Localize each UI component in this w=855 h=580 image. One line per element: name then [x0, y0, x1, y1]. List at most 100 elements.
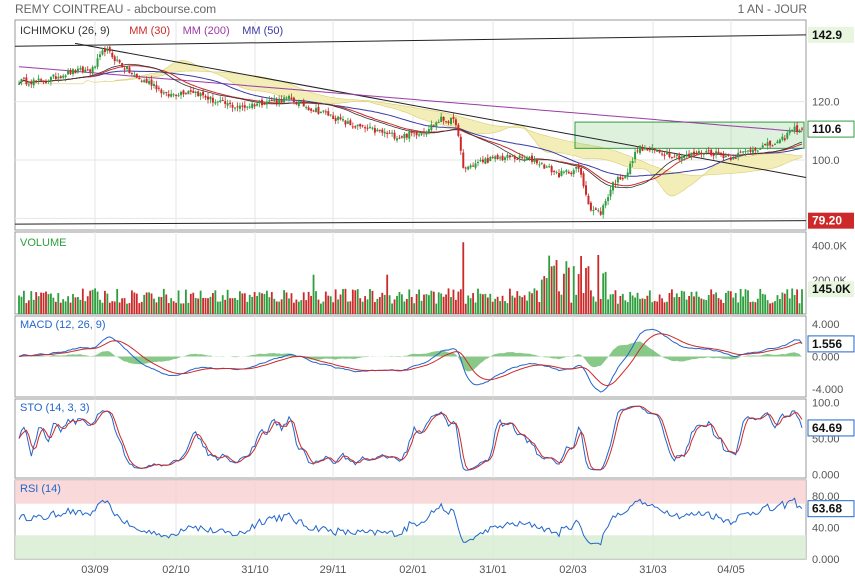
ma200-line	[18, 66, 803, 133]
volume-bar	[511, 295, 514, 314]
volume-bar	[737, 302, 740, 314]
candle-body	[334, 118, 337, 122]
volume-bar	[371, 290, 374, 314]
volume-bar	[540, 279, 543, 314]
volume-bar	[20, 296, 23, 314]
candle-body	[204, 96, 207, 98]
volume-bar	[393, 299, 396, 314]
volume-bar	[413, 303, 416, 314]
candle-body	[405, 133, 408, 138]
candle-body	[226, 103, 229, 106]
candle-body	[425, 131, 428, 135]
highlight-box	[574, 121, 805, 149]
candle-body	[18, 83, 20, 85]
volume-bar	[592, 296, 595, 314]
volume-last-label: 145.0K	[812, 282, 851, 296]
volume-bar	[639, 298, 641, 314]
candle-body	[469, 165, 472, 168]
candle-body	[35, 80, 38, 82]
candle-body	[533, 159, 536, 163]
stoch-last-label: 64.69	[812, 421, 842, 435]
volume-bar	[209, 296, 212, 314]
volume-bar	[194, 297, 197, 314]
volume-bar	[749, 301, 752, 314]
candle-body	[585, 185, 587, 195]
candle-body	[504, 157, 506, 160]
volume-bar	[150, 293, 153, 314]
candle-body	[319, 111, 322, 113]
volume-bar	[170, 298, 173, 314]
candle-body	[594, 208, 597, 210]
candle-body	[599, 211, 602, 215]
volume-bar	[23, 290, 25, 314]
volume-bar	[491, 301, 494, 314]
candle-body	[798, 130, 801, 133]
candle-body	[526, 157, 529, 160]
candle-body	[72, 69, 74, 75]
volume-bar	[383, 294, 386, 314]
candle-body	[361, 125, 364, 127]
candle-body	[496, 155, 499, 160]
rsi-line	[18, 497, 803, 546]
volume-bar	[396, 295, 398, 314]
volume-bar	[656, 301, 659, 314]
volume-bar	[759, 288, 762, 314]
candle-body	[280, 99, 283, 103]
candle-body	[724, 156, 727, 158]
candle-body	[550, 166, 553, 173]
candle-body	[661, 153, 664, 155]
volume-bar	[104, 290, 106, 314]
candle-body	[423, 132, 425, 134]
volume-bar	[226, 289, 229, 314]
candle-body	[45, 81, 47, 83]
volume-bar	[111, 301, 114, 314]
candle-body	[349, 120, 352, 126]
candle-body	[106, 48, 109, 51]
volume-bar	[123, 298, 126, 314]
candle-body	[270, 99, 273, 102]
candle-body	[366, 127, 369, 129]
volume-bar	[739, 288, 742, 314]
candle-body	[160, 89, 163, 94]
volume-bar	[369, 289, 371, 314]
volume-bar	[447, 288, 450, 314]
candle-body	[130, 72, 133, 74]
volume-bar	[101, 302, 104, 314]
candle-body	[717, 151, 720, 155]
rsi-y-tick: 0.000	[812, 554, 840, 566]
candle-body	[400, 136, 403, 138]
candle-body	[685, 154, 688, 157]
candle-body	[52, 74, 55, 77]
volume-bar	[408, 289, 411, 314]
candle-body	[317, 106, 320, 114]
candle-body	[224, 101, 227, 104]
volume-bar	[307, 291, 310, 314]
candle-body	[705, 151, 708, 153]
volume-bar	[386, 274, 389, 314]
candle-body	[364, 127, 367, 129]
last-price-label: 110.6	[812, 122, 842, 136]
candle-body	[256, 103, 259, 106]
candle-body	[506, 154, 509, 158]
candle-body	[415, 131, 418, 136]
volume-bar	[47, 294, 50, 314]
candle-body	[516, 158, 519, 160]
volume-bar	[248, 294, 251, 314]
candle-body	[631, 160, 634, 164]
volume-bar	[771, 302, 774, 314]
volume-bar	[567, 267, 570, 314]
volume-bar	[177, 290, 180, 314]
volume-bar	[634, 297, 636, 314]
volume-bar	[143, 294, 146, 314]
volume-bar	[361, 301, 364, 314]
volume-bar	[467, 295, 470, 314]
candle-body	[177, 95, 180, 97]
rsi-last-label: 63.68	[812, 502, 842, 516]
volume-bar	[128, 303, 131, 314]
volume-bar	[418, 289, 420, 314]
candle-body	[447, 121, 450, 124]
candle-body	[140, 80, 143, 82]
volume-bar	[405, 298, 408, 314]
volume-bar	[288, 298, 290, 314]
volume-bar	[349, 301, 352, 314]
